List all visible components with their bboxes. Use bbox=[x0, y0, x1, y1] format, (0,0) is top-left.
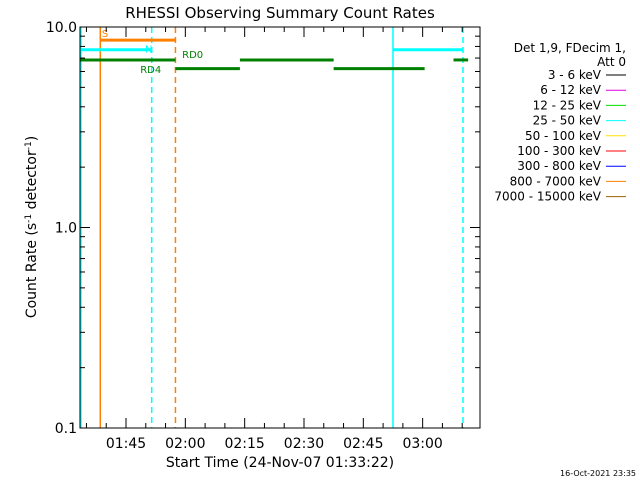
x-axis: 01:45 02:00 02:15 02:30 02:45 03:00 bbox=[85, 27, 463, 452]
legend-entry-label: 6 - 12 keV bbox=[540, 83, 602, 97]
footer-date: 16-Oct-2021 23:35 bbox=[560, 469, 636, 478]
flag-labels: S N RD0 RD4 bbox=[102, 29, 203, 76]
vertical-marker-lines bbox=[80, 27, 464, 428]
y-axis-label-part: Count Rate (s bbox=[24, 223, 40, 318]
y-axis: 10.0 1.0 0.1 bbox=[46, 20, 480, 437]
x-tick-label: 02:15 bbox=[224, 436, 264, 452]
legend-header-line: Att 0 bbox=[597, 55, 626, 69]
flag-label: RD4 bbox=[140, 65, 161, 76]
y-tick-label: 10.0 bbox=[46, 20, 77, 36]
y-axis-label: Count Rate (s-1 detector-1) bbox=[24, 136, 40, 318]
legend-entry-label: 12 - 25 keV bbox=[533, 98, 602, 112]
flag-segments bbox=[80, 38, 469, 71]
y-axis-label-part: ) bbox=[24, 136, 40, 141]
legend-header-line: Det 1,9, FDecim 1, bbox=[514, 41, 626, 55]
x-tick-label: 01:45 bbox=[106, 436, 146, 452]
x-tick-label: 02:45 bbox=[343, 436, 383, 452]
x-axis-label: Start Time (24-Nov-07 01:33:22) bbox=[166, 455, 394, 471]
flag-label: S bbox=[102, 29, 108, 40]
legend-entry-label: 7000 - 15000 keV bbox=[494, 190, 601, 204]
legend-entry-label: 300 - 800 keV bbox=[517, 159, 601, 173]
y-tick-label: 1.0 bbox=[55, 221, 77, 237]
flag-label: N bbox=[145, 45, 152, 56]
x-tick-label: 03:00 bbox=[402, 436, 442, 452]
legend-entry-label: 800 - 7000 keV bbox=[510, 174, 602, 188]
x-tick-label: 02:00 bbox=[165, 436, 205, 452]
x-tick-label: 02:30 bbox=[284, 436, 324, 452]
y-axis-label-part: detector bbox=[24, 150, 40, 214]
y-axis-label-exponent: -1 bbox=[24, 141, 34, 150]
chart-title: RHESSI Observing Summary Count Rates bbox=[125, 4, 435, 22]
legend-entry-label: 50 - 100 keV bbox=[525, 129, 602, 143]
legend-entry-label: 25 - 50 keV bbox=[533, 114, 602, 128]
flag-label: RD0 bbox=[182, 50, 203, 61]
legend-entry-label: 100 - 300 keV bbox=[517, 144, 601, 158]
y-tick-label: 0.1 bbox=[55, 421, 77, 437]
y-axis-label-exponent: -1 bbox=[24, 214, 34, 223]
legend-entry-label: 3 - 6 keV bbox=[548, 68, 602, 82]
